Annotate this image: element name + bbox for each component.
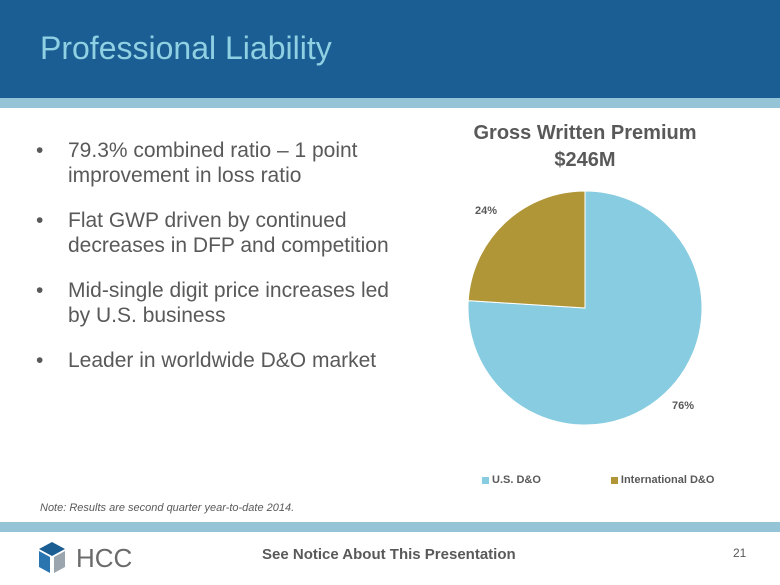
chart-title-text: Gross Written Premium (473, 122, 697, 144)
footer-stripe (0, 522, 780, 532)
cube-logo-icon (39, 542, 65, 573)
legend-swatch (610, 476, 618, 484)
bullet-item: Mid-single digit price increases led by … (36, 278, 396, 328)
legend-item-us: U.S. D&O (482, 474, 541, 486)
legend-label: U.S. D&O (492, 474, 541, 486)
notice-text: See Notice About This Presentation (262, 546, 516, 563)
page-number: 21 (733, 546, 747, 560)
bullet-item: 79.3% combined ratio – 1 point improveme… (36, 138, 396, 188)
hcc-logo: HCC (38, 542, 132, 574)
legend-label: International D&O (620, 474, 715, 486)
header-bar (0, 0, 780, 98)
legend-item-intl: International D&O (610, 474, 715, 486)
chart-title: Gross Written Premium $246M (440, 120, 730, 174)
header-stripe (0, 98, 780, 108)
bullet-list: 79.3% combined ratio – 1 point improveme… (36, 138, 396, 393)
slide-title: Professional Liability (40, 30, 332, 66)
chart-legend: U.S. D&O International D&O (482, 474, 714, 486)
pie-slice-us (467, 190, 703, 426)
logo-text: HCC (76, 542, 133, 573)
data-label-us: 76% (672, 400, 695, 412)
bullet-item: Leader in worldwide D&O market (36, 348, 396, 373)
pie-slice-intl (467, 190, 586, 309)
footnote: Note: Results are second quarter year-to… (40, 502, 295, 514)
bullet-item: Flat GWP driven by continued decreases i… (36, 208, 396, 258)
data-label-intl: 24% (475, 205, 498, 217)
chart-subtitle: $246M (554, 149, 616, 171)
legend-swatch (482, 476, 489, 484)
